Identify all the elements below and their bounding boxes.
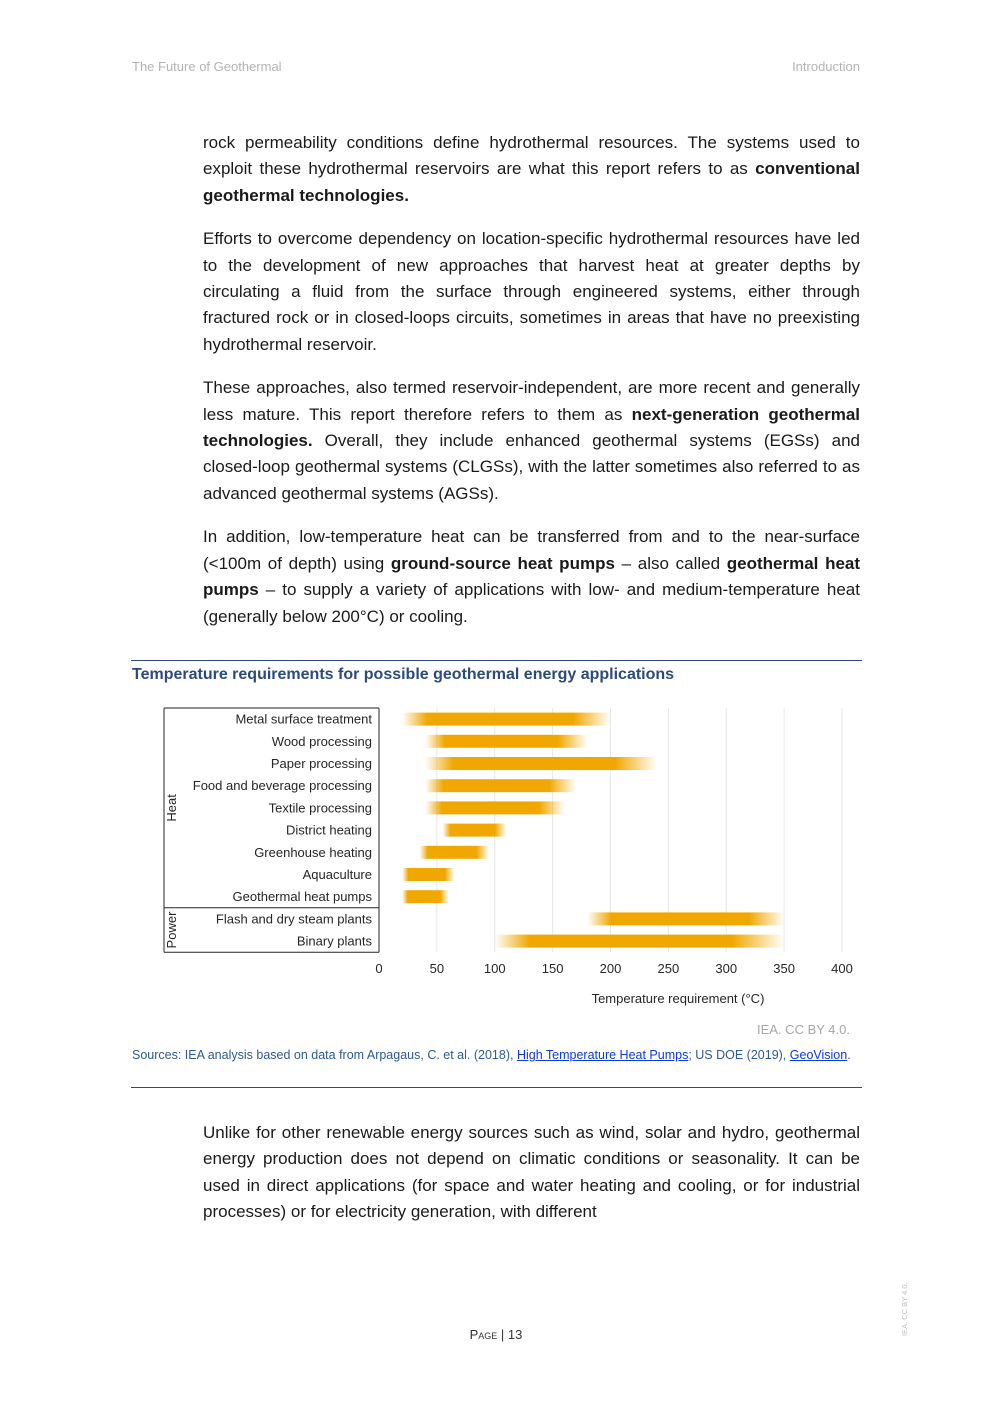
figure-credit: IEA. CC BY 4.0. [757, 1022, 850, 1037]
paragraph-1: rock permeability conditions define hydr… [203, 133, 860, 205]
body-text-top: rock permeability conditions define hydr… [203, 130, 860, 647]
category-label-district-heating: District heating [286, 823, 372, 838]
category-label-binary-plants: Binary plants [297, 934, 373, 949]
figure-sources: Sources: IEA analysis based on data from… [132, 1048, 851, 1062]
side-credit: IEA. CC BY 4.0. [900, 1282, 909, 1336]
category-label-flash-and-dry-steam-plants: Flash and dry steam plants [216, 911, 373, 926]
source-link-heat-pumps[interactable]: High Temperature Heat Pumps [516, 1048, 689, 1062]
category-label-textile-processing: Textile processing [269, 800, 372, 815]
temperature-range-chart: Metal surface treatment Wood processing Pa… [163, 707, 853, 1006]
x-tick-label-400: 400 [831, 961, 853, 976]
figure-bottom-rule [131, 1087, 862, 1088]
bar-wood-processing [425, 734, 588, 748]
category-label-aquaculture: Aquaculture [303, 867, 372, 882]
paragraph-5: Unlike for other renewable energy source… [203, 1123, 860, 1222]
x-tick-label-200: 200 [600, 961, 622, 976]
category-label-paper-processing: Paper processing [271, 756, 372, 771]
category-label-food-and-beverage-processing: Food and beverage processing [193, 778, 372, 793]
page-number: 13 [507, 1327, 523, 1342]
source-link-geovision[interactable]: GeoVision [789, 1048, 848, 1062]
group-label-heat: Heat [164, 794, 179, 822]
x-tick-label-0: 0 [375, 961, 382, 976]
bar-flash-and-dry-steam-plants [587, 912, 785, 926]
paragraph-2: Efforts to overcome dependency on locati… [203, 229, 860, 354]
x-axis-title: Temperature requirement (°C) [592, 991, 765, 1006]
x-tick-label-100: 100 [484, 961, 506, 976]
bar-binary-plants [494, 934, 785, 948]
x-tick-label-150: 150 [542, 961, 564, 976]
bar-paper-processing [425, 757, 657, 770]
category-label-greenhouse-heating: Greenhouse heating [254, 845, 372, 860]
bar-textile-processing [425, 801, 565, 815]
bar-greenhouse-heating [419, 845, 489, 859]
bar-geothermal-heat-pumps [402, 890, 449, 904]
bar-metal-surface-treatment [402, 712, 611, 726]
body-text-bottom: Unlike for other renewable energy source… [203, 1120, 860, 1243]
figure-title: Temperature requirements for possible ge… [132, 666, 675, 683]
x-tick-label-250: 250 [658, 961, 680, 976]
x-tick-label-50: 50 [430, 961, 444, 976]
figure-top-rule [131, 660, 862, 661]
group-label-power: Power [164, 911, 179, 949]
bar-aquaculture [402, 868, 455, 881]
bar-district-heating [442, 823, 507, 837]
x-tick-label-300: 300 [715, 961, 737, 976]
x-tick-label-350: 350 [773, 961, 795, 976]
paragraph-4: In addition, low-temperature heat can be… [203, 527, 861, 626]
paragraph-3: These approaches, also termed reservoir-… [203, 378, 861, 503]
running-header-title: The Future of Geothermal [132, 59, 282, 74]
category-label-wood-processing: Wood processing [272, 734, 372, 749]
page-label: Page [469, 1327, 498, 1342]
bar-food-and-beverage-processing [425, 779, 576, 793]
running-header-section: Introduction [792, 59, 860, 74]
category-label-metal-surface-treatment: Metal surface treatment [235, 712, 372, 727]
category-label-geothermal-heat-pumps: Geothermal heat pumps [233, 889, 373, 904]
page-footer: Page | 13 [469, 1327, 523, 1342]
